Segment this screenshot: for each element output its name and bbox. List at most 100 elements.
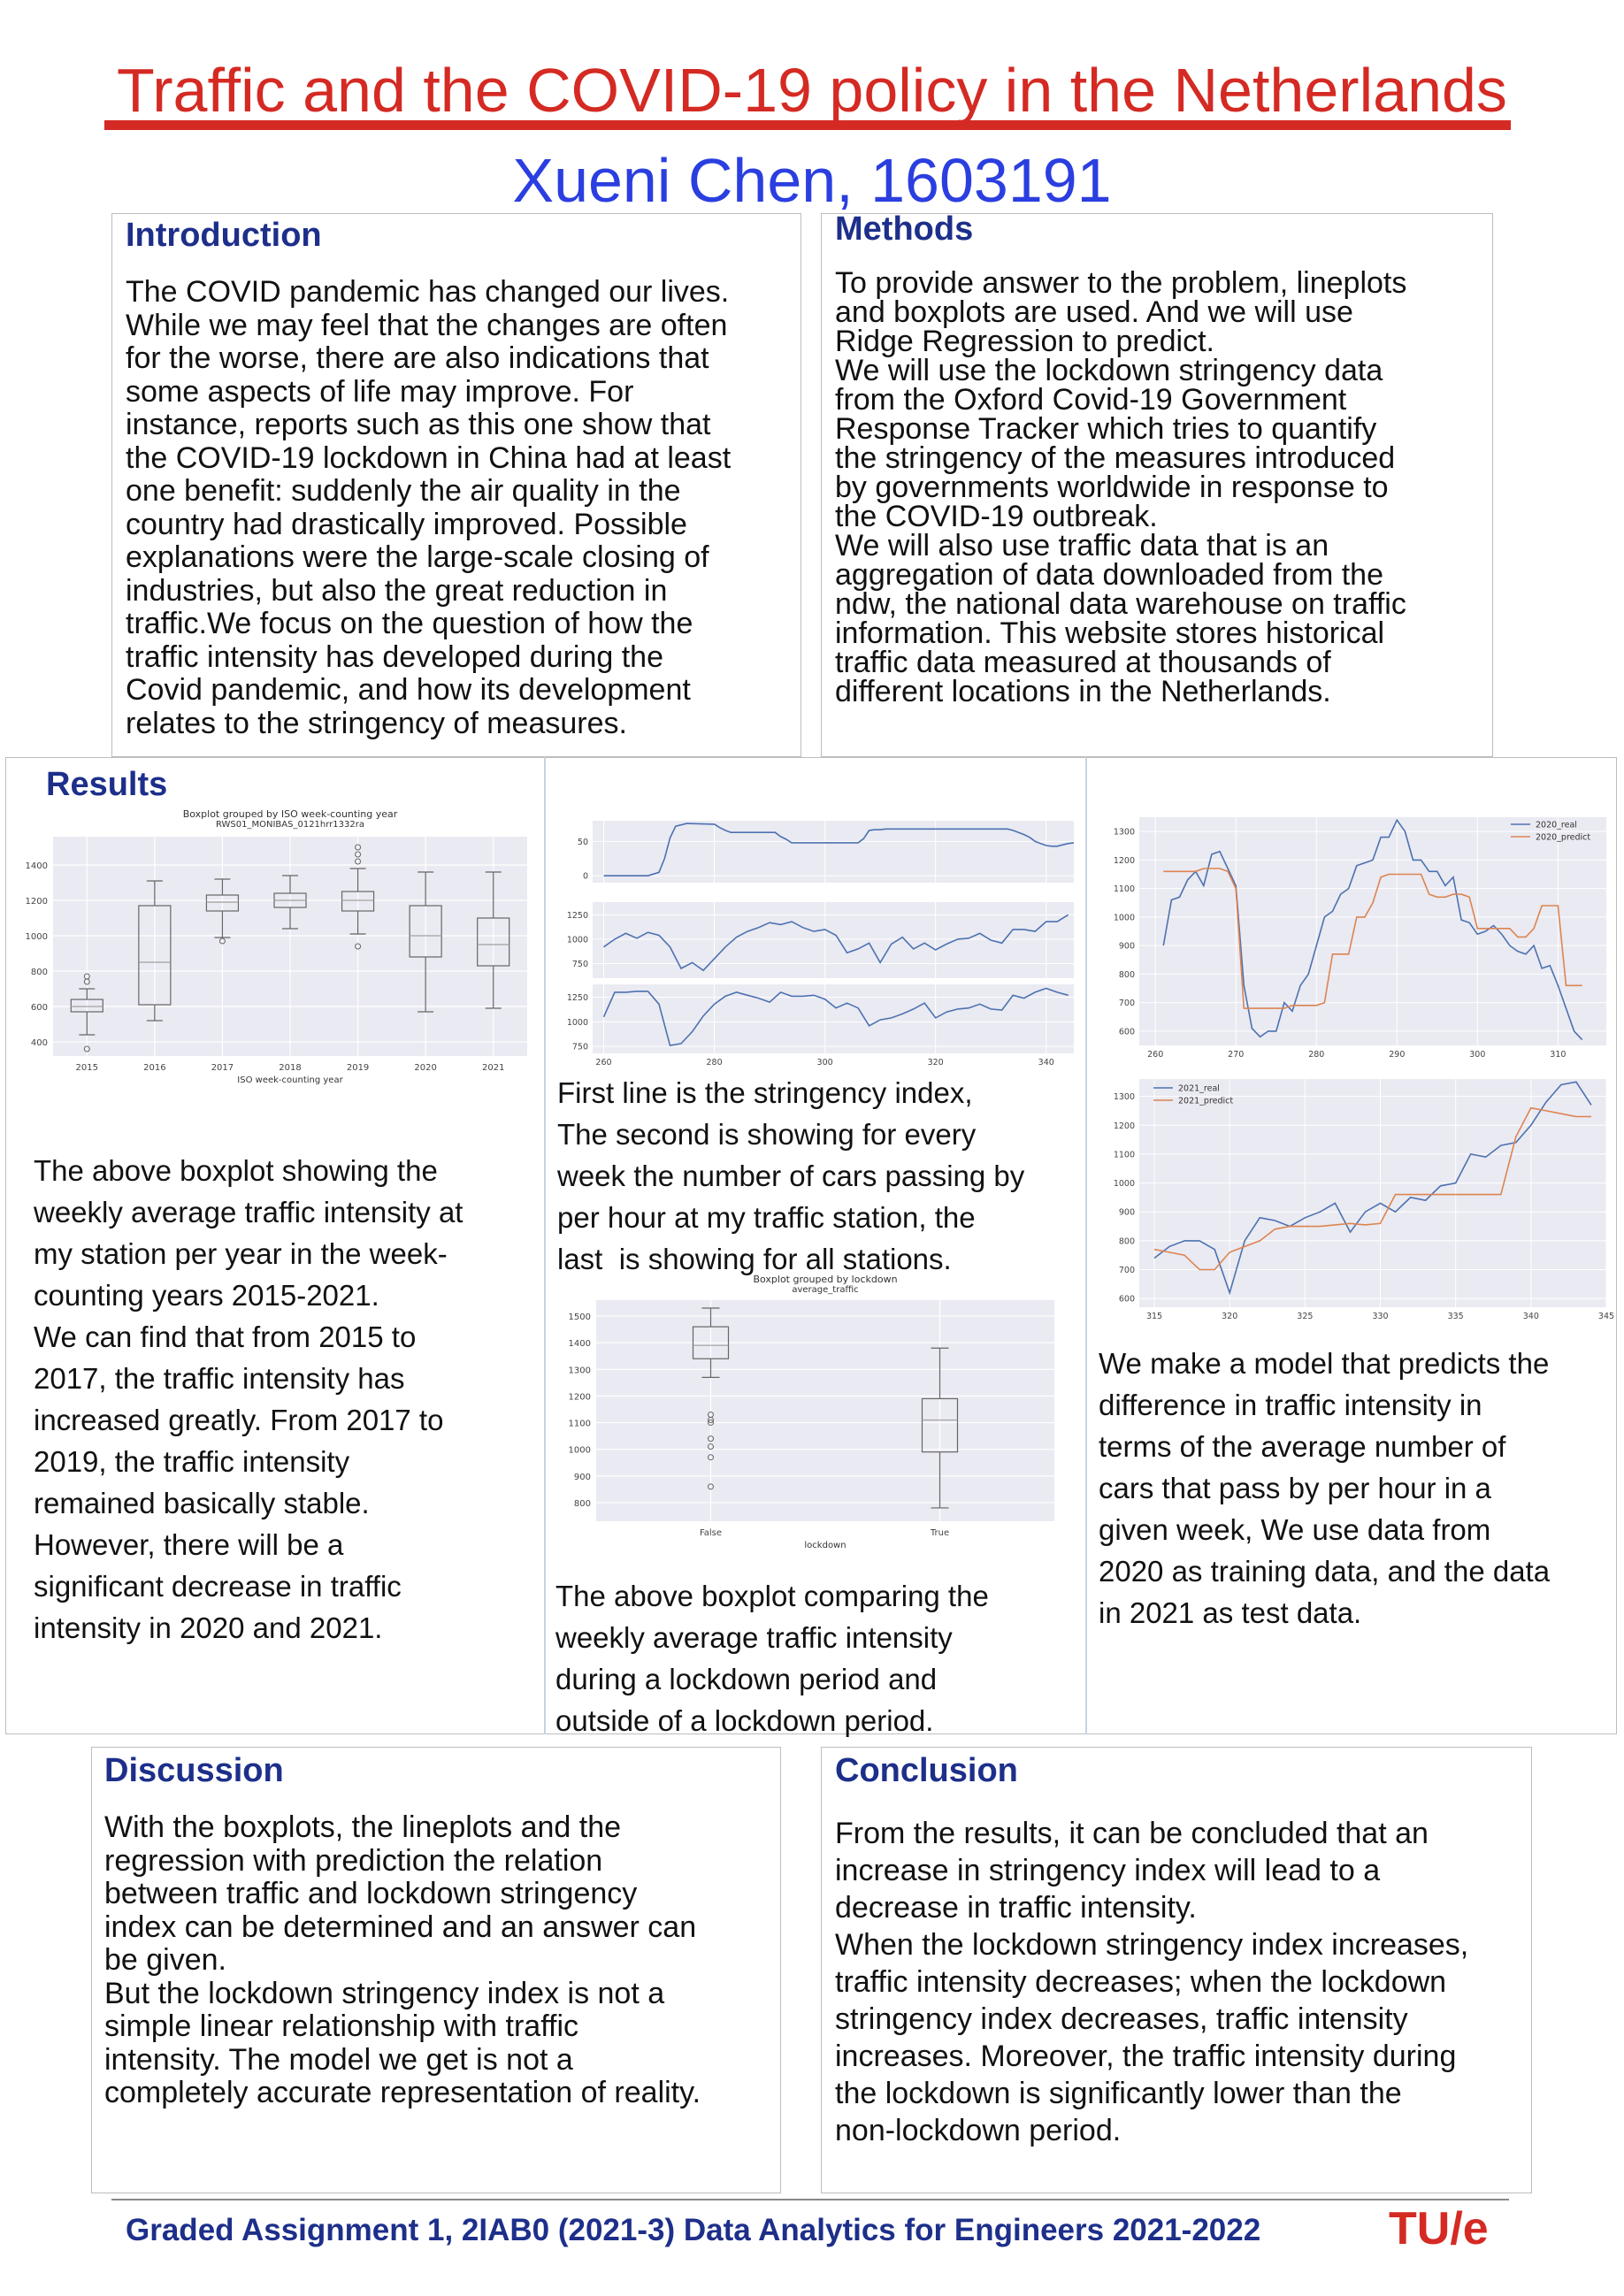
conclusion-text: From the results, it can be concluded th… <box>835 1815 1468 2149</box>
box-outlier <box>708 1435 714 1443</box>
y-tick-label: 0 <box>583 872 588 882</box>
text-line: the stringency of the measures introduce… <box>835 441 1396 475</box>
x-tick-label: 260 <box>595 1058 611 1065</box>
text-line: traffic intensity decreases; when the lo… <box>835 1965 1447 1999</box>
x-tick-label: 310 <box>1550 1050 1566 1060</box>
y-tick-label: 1000 <box>1114 1179 1135 1189</box>
y-tick-label: 800 <box>1119 970 1135 980</box>
text-line: We will use the lockdown stringency data <box>835 354 1383 387</box>
text-line: given week, We use data from <box>1099 1513 1491 1546</box>
chart-subtitle: RWS01_MONIBAS_0121hrr1332ra <box>216 820 364 830</box>
series-line <box>603 823 1075 876</box>
conclusion-panel <box>821 1747 1532 2193</box>
y-tick-label: 700 <box>1119 1266 1135 1275</box>
poster-title: Traffic and the COVID-19 policy in the N… <box>117 56 1507 125</box>
text-line: increases. Moreover, the traffic intensi… <box>835 2040 1457 2073</box>
x-tick-label: 325 <box>1297 1312 1313 1321</box>
x-tick-label: 345 <box>1598 1312 1614 1321</box>
author-line: Xueni Chen, 1603191 <box>512 146 1112 215</box>
x-tick-label: 280 <box>706 1058 722 1065</box>
y-tick-label: 750 <box>572 1043 588 1052</box>
x-tick-label: 340 <box>1523 1312 1539 1321</box>
text-line: We make a model that predicts the <box>1099 1347 1550 1380</box>
y-tick-label: 1000 <box>567 935 588 945</box>
text-line: ndw, the national data warehouse on traf… <box>835 587 1406 621</box>
text-line: While we may feel that the changes are o… <box>126 308 728 342</box>
text-line: between traffic and lockdown stringency <box>104 1877 638 1910</box>
text-line: significant decrease in traffic <box>34 1570 402 1603</box>
results-col2a-text: First line is the stringency index, The s… <box>557 1072 1024 1280</box>
discussion-heading: Discussion <box>104 1752 284 1789</box>
box-body <box>70 999 103 1013</box>
box-outlier <box>708 1420 714 1427</box>
x-tick-label: 2018 <box>279 1063 301 1073</box>
results-col3-text: We make a model that predicts the differe… <box>1099 1343 1550 1634</box>
title-underline <box>104 120 1511 130</box>
text-line: traffic.We focus on the question of how … <box>126 607 693 640</box>
plot-area <box>596 1300 1054 1521</box>
y-tick-label: 1250 <box>567 911 588 921</box>
legend-label: 2020_real <box>1536 821 1577 830</box>
y-tick-label: 900 <box>574 1473 591 1482</box>
x-tick-label: 2020 <box>414 1063 436 1073</box>
text-line: increased greatly. From 2017 to <box>34 1404 444 1436</box>
text-line: during a lockdown period and <box>555 1663 938 1695</box>
text-line: cars that pass by per hour in a <box>1099 1472 1491 1504</box>
series-line <box>1162 818 1583 1041</box>
tue-logo: TU/e <box>1389 2203 1489 2254</box>
text-line: The above boxplot showing the <box>34 1154 438 1187</box>
text-line: Covid pandemic, and how its development <box>126 673 691 707</box>
text-line: industries, but also the great reduction… <box>126 573 668 608</box>
text-line: To provide answer to the problem, linepl… <box>835 266 1407 300</box>
text-line: last is showing for all stations. <box>557 1243 952 1275</box>
plot-area <box>593 984 1074 1053</box>
x-axis-label: lockdown <box>804 1541 846 1550</box>
x-tick-label: 260 <box>1147 1050 1163 1060</box>
y-tick-label: 1100 <box>569 1420 591 1429</box>
chart-year-boxplot: 400 600 800 1000 1200 1400 2015 2016 2017 2018 201… <box>26 808 527 1085</box>
x-axis-label: ISO week-counting year <box>237 1075 343 1085</box>
text-line: stringency index decreases, traffic inte… <box>835 2002 1408 2036</box>
text-line: We can find that from 2015 to <box>34 1320 417 1353</box>
legend-label: 2020_predict <box>1536 833 1590 843</box>
text-line: simple linear relationship with traffic <box>104 2009 579 2043</box>
y-tick-label: 1000 <box>1114 913 1135 922</box>
y-tick-label: 700 <box>1119 999 1135 1008</box>
x-tick-label: 300 <box>1469 1050 1485 1060</box>
legend-label: 2021_real <box>1178 1084 1220 1094</box>
plot-area <box>593 902 1074 978</box>
text-line: From the results, it can be concluded th… <box>835 1817 1429 1850</box>
text-line: week the number of cars passing by <box>557 1159 1025 1192</box>
y-tick-label: 1200 <box>569 1392 591 1402</box>
methods-text: To provide answer to the problem, linepl… <box>835 266 1407 707</box>
y-tick-label: 1400 <box>569 1339 591 1349</box>
text-line: regression with prediction the relation <box>104 1843 603 1878</box>
footer-divider <box>111 2199 1509 2200</box>
y-tick-label: 1250 <box>567 993 588 1003</box>
results-col2b-text: The above boxplot comparing the weekly av… <box>555 1575 989 1741</box>
text-line: information. This website stores histori… <box>835 616 1385 650</box>
y-tick-label: 1100 <box>1114 1150 1135 1159</box>
text-line: instance, reports such as this one show … <box>126 408 711 441</box>
box-outlier <box>83 1045 90 1052</box>
text-line: non-lockdown period. <box>835 2114 1122 2147</box>
series-line <box>602 987 1069 1047</box>
text-line: Ridge Regression to predict. <box>835 325 1215 358</box>
series-line <box>1153 1106 1591 1271</box>
x-tick-label: 290 <box>1389 1050 1405 1060</box>
x-tick-label: 315 <box>1146 1312 1162 1321</box>
box-outlier <box>708 1483 714 1490</box>
chart-2020-prediction: 600 700 800 900 1000 1100 1200 1300 260 270 280 290… <box>1114 817 1606 1060</box>
text-line: traffic intensity has developed during t… <box>126 639 663 674</box>
box-body <box>477 917 510 967</box>
text-line: and boxplots are used. And we will use <box>835 295 1353 329</box>
box-body <box>409 905 442 958</box>
text-line: First line is the stringency index, <box>557 1076 973 1109</box>
y-tick-label: 1300 <box>1114 1092 1135 1102</box>
y-tick-label: 1000 <box>26 932 48 942</box>
text-line: 2017, the traffic intensity has <box>34 1362 405 1395</box>
text-line: be given. <box>104 1943 226 1977</box>
text-line: index can be determined and an answer ca… <box>104 1910 697 1944</box>
results-divider-1 <box>544 757 546 1734</box>
text-line: the COVID-19 lockdown in China had at le… <box>126 440 732 475</box>
